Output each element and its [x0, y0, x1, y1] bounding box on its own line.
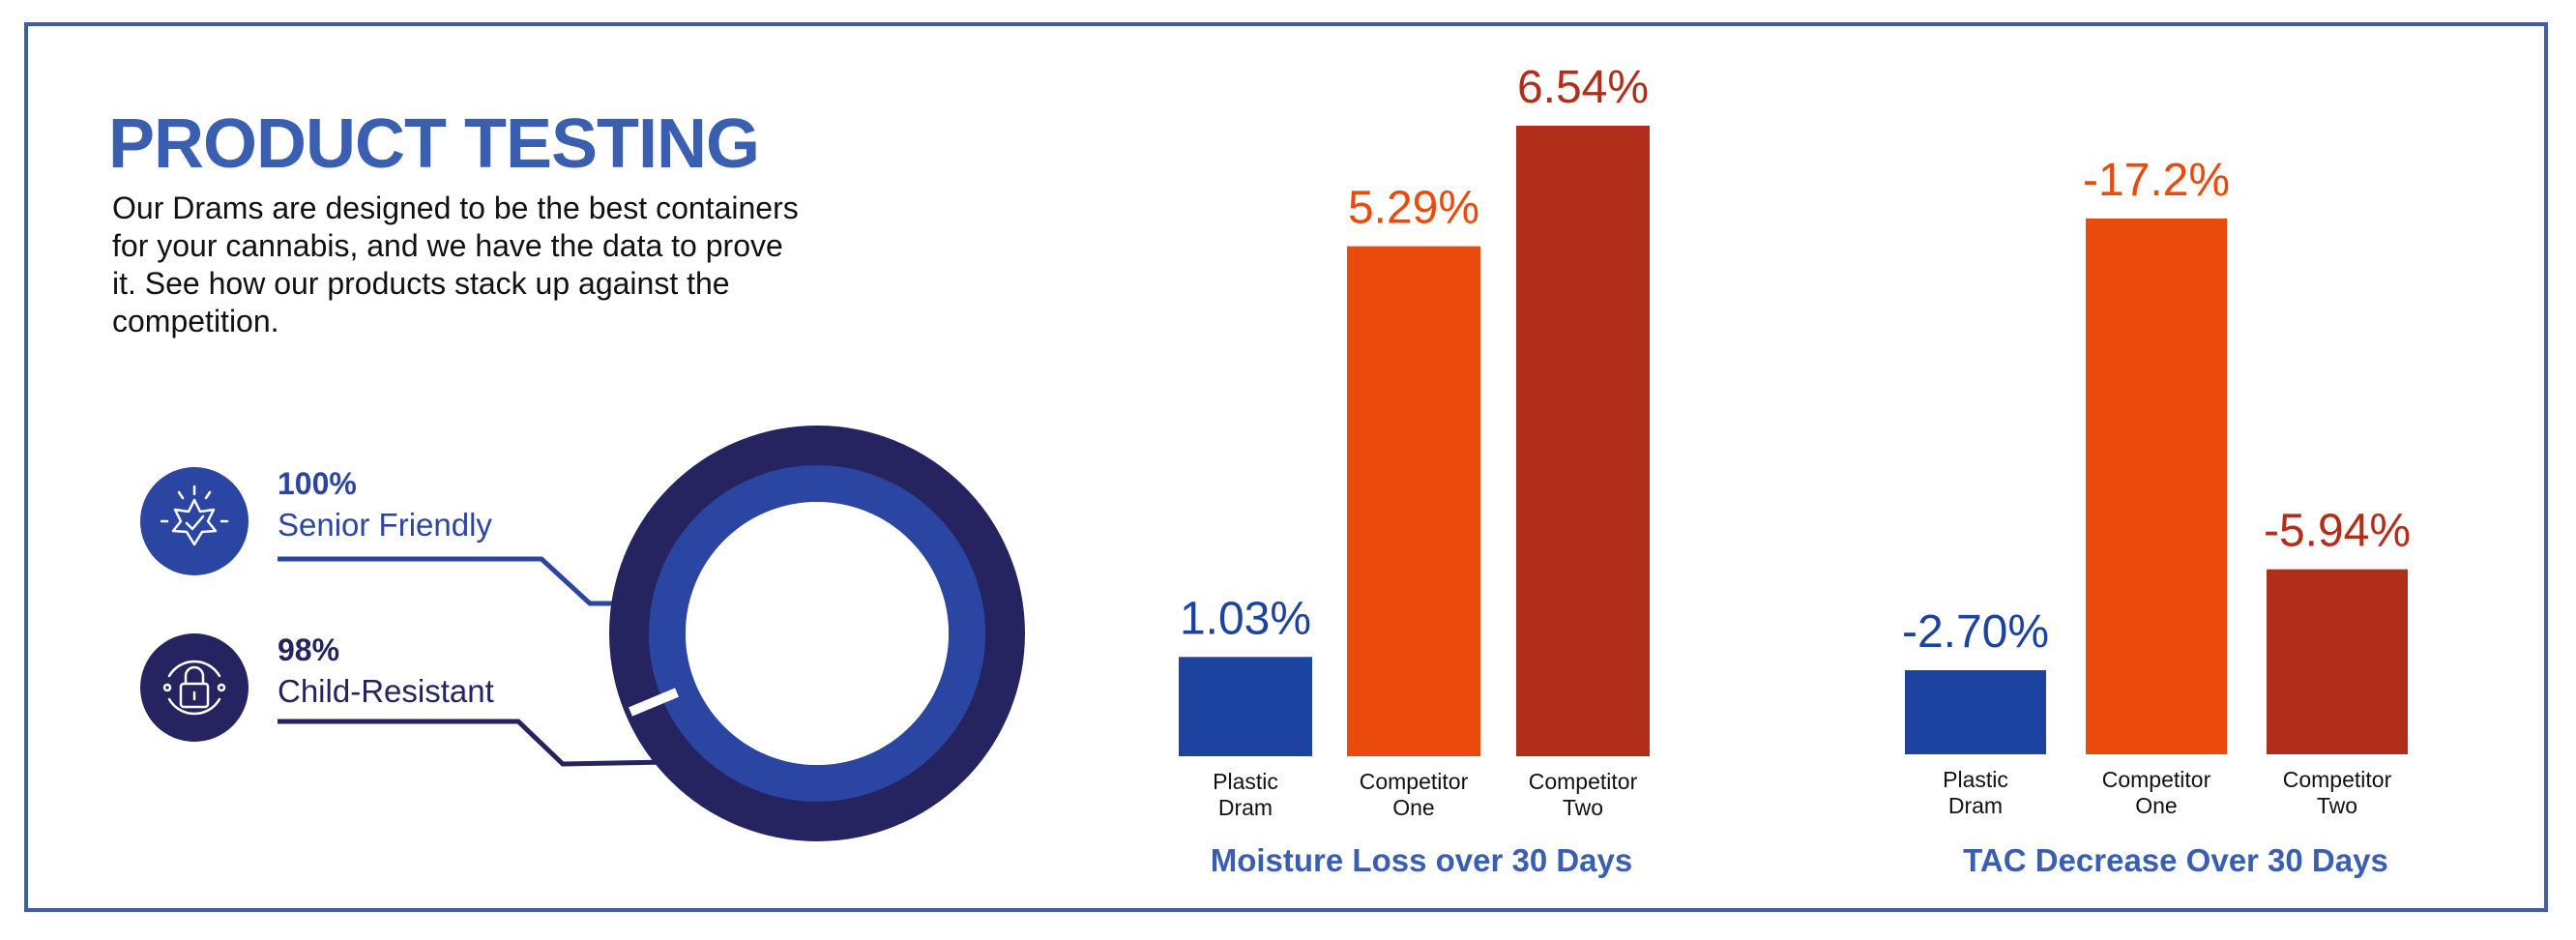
moisture-bar-1 [1179, 657, 1312, 756]
moisture-category-label-3-line-1: Competitor [1529, 769, 1638, 794]
moisture-category-label-3-line-2: Two [1563, 795, 1603, 820]
moisture-value-label-2: 5.29% [1348, 183, 1479, 234]
page-title: PRODUCT TESTING [108, 105, 760, 183]
tac-value-label-2: -17.2% [2083, 155, 2230, 206]
senior-friendly-connector [278, 556, 658, 606]
moisture-value-label-1: 1.03% [1180, 593, 1311, 644]
ring-center [686, 502, 949, 765]
moisture-value-label-3: 6.54% [1517, 62, 1649, 113]
tac-bar-1 [1905, 670, 2046, 754]
tac-category-label-1-line-2: Dram [1948, 793, 2003, 818]
ring-gap [629, 688, 679, 717]
tac-category-label-1-line-1: Plastic [1943, 767, 2008, 792]
sun-badge-check-icon [140, 467, 249, 575]
infographic-frame [24, 22, 2548, 912]
tac-decrease-chart: -2.70%PlasticDram-17.2%CompetitorOne-5.9… [1902, 155, 2411, 818]
child-resistant-connector [278, 719, 668, 767]
tac-bar-2 [2086, 219, 2227, 754]
moisture-bar-2 [1347, 246, 1480, 756]
moisture-bar-3 [1516, 126, 1650, 756]
completion-ring [609, 426, 1025, 841]
ring-outer [609, 426, 1025, 841]
moisture-category-label-1-line-2: Dram [1218, 795, 1273, 820]
senior-friendly-label: Senior Friendly [278, 507, 492, 543]
tac-value-label-3: -5.94% [2264, 506, 2411, 557]
moisture-category-label-2-line-1: Competitor [1360, 769, 1469, 794]
tac-bar-3 [2267, 569, 2408, 754]
tac-decrease-chart-title: TAC Decrease Over 30 Days [1963, 842, 2388, 878]
moisture-loss-chart-title: Moisture Loss over 30 Days [1210, 842, 1633, 878]
child-resistant-label: Child-Resistant [278, 673, 494, 709]
child-resistant-percent: 98% [278, 632, 340, 667]
tac-category-label-3-line-2: Two [2317, 793, 2357, 818]
tac-category-label-2-line-1: Competitor [2102, 767, 2211, 792]
moisture-category-label-2-line-2: One [1392, 795, 1434, 820]
lock-icon [140, 633, 249, 742]
senior-friendly-percent: 100% [278, 466, 357, 501]
tac-category-label-3-line-1: Competitor [2283, 767, 2392, 792]
tac-value-label-1: -2.70% [1902, 606, 2049, 658]
ring-inner [649, 465, 985, 802]
moisture-category-label-1-line-1: Plastic [1213, 769, 1278, 794]
tac-category-label-2-line-2: One [2135, 793, 2177, 818]
moisture-loss-chart: 1.03%PlasticDram5.29%CompetitorOne6.54%C… [1179, 62, 1650, 820]
page-description: Our Drams are designed to be the best co… [112, 191, 799, 338]
